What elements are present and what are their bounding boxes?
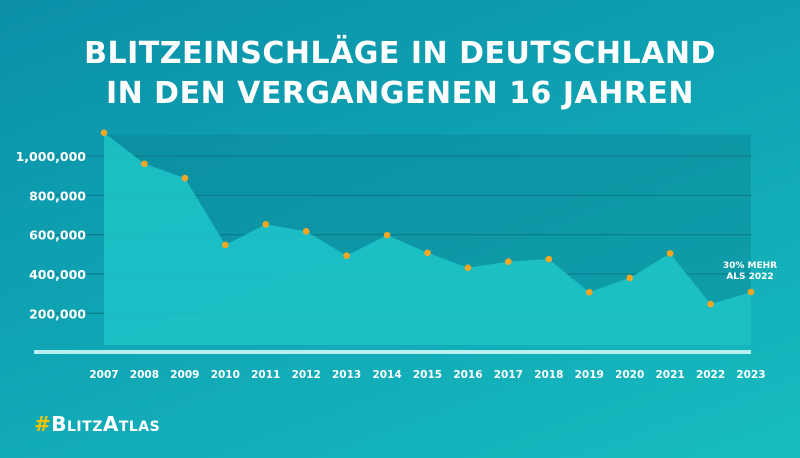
hashtag-text: BlitzAtlas [51,412,161,436]
x-tick-label: 2007 [89,369,118,381]
hash-symbol: # [34,412,52,436]
data-point-2018 [545,255,553,263]
data-point-2008 [141,160,148,168]
data-point-2014 [383,231,391,239]
hashtag-logo: #BlitzAtlas [34,412,160,436]
title-line-2: IN DEN VERGANGENEN 16 JAHREN [105,76,695,111]
data-point-2012 [302,228,310,235]
x-tick-label: 2009 [170,369,199,381]
data-point-2009 [181,174,189,182]
y-tick-label: 400,000 [29,267,86,282]
x-tick-label: 2023 [736,369,765,381]
data-point-2013 [343,252,350,260]
x-tick-label: 2013 [332,369,361,381]
data-point-2011 [262,220,270,228]
y-tick-label: 200,000 [29,306,86,321]
x-tick-label: 2017 [494,369,523,381]
annotation-line: ALS 2022 [726,272,773,282]
chart-title: BLITZEINSCHLÄGE IN DEUTSCHLAND IN DEN VE… [0,34,800,114]
y-tick-label: 1,000,000 [16,149,87,164]
x-axis-baseline [34,350,751,354]
x-tick-label: 2021 [656,369,685,381]
x-tick-label: 2020 [615,369,644,381]
x-tick-label: 2008 [130,369,159,381]
data-point-2010 [222,241,229,249]
y-tick-label: 600,000 [29,228,86,243]
x-tick-label: 2016 [453,369,482,381]
data-point-2019 [585,288,593,296]
x-tick-label: 2018 [534,369,563,381]
area-fill [104,132,751,345]
x-tick-label: 2015 [413,369,442,381]
data-point-2016 [464,264,472,272]
data-point-2015 [424,249,431,257]
x-tick-label: 2011 [251,369,280,381]
x-tick-label: 2022 [696,369,725,381]
data-point-2022 [707,300,714,308]
x-tick-label: 2010 [211,369,240,381]
data-point-2023 [747,288,755,296]
x-tick-label: 2014 [372,369,401,381]
title-line-1: BLITZEINSCHLÄGE IN DEUTSCHLAND [84,36,716,71]
data-point-2007 [100,129,108,137]
data-point-2020 [626,274,633,282]
x-tick-label: 2012 [292,369,321,381]
data-point-2021 [666,250,674,257]
y-tick-label: 800,000 [29,188,86,203]
data-point-2017 [505,258,512,265]
x-tick-label: 2019 [575,369,604,381]
annotation-line: 30% MEHR [723,261,777,271]
